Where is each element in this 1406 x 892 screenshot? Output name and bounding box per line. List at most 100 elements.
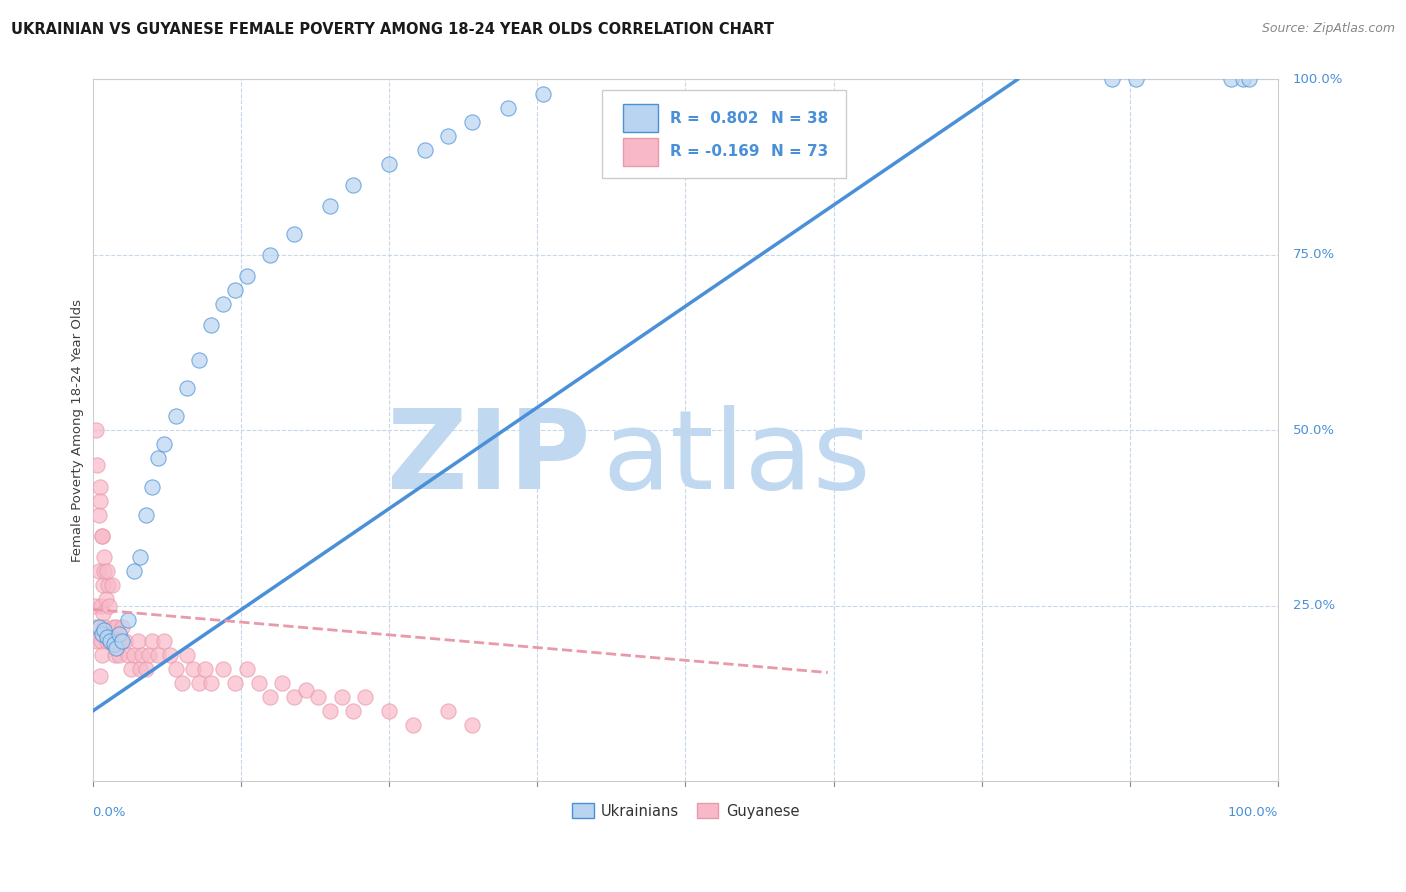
Point <box>330 690 353 705</box>
Point <box>103 634 125 648</box>
Point <box>86 634 108 648</box>
Point <box>96 631 118 645</box>
Point <box>96 634 118 648</box>
Point <box>176 648 198 662</box>
Point <box>108 634 131 648</box>
Point <box>89 479 111 493</box>
Text: atlas: atlas <box>602 405 870 512</box>
Y-axis label: Female Poverty Among 18-24 Year Olds: Female Poverty Among 18-24 Year Olds <box>72 299 84 562</box>
Text: R =  0.802: R = 0.802 <box>671 111 759 126</box>
Point <box>111 620 134 634</box>
Point <box>283 227 305 241</box>
Point <box>247 676 270 690</box>
Text: UKRAINIAN VS GUYANESE FEMALE POVERTY AMONG 18-24 YEAR OLDS CORRELATION CHART: UKRAINIAN VS GUYANESE FEMALE POVERTY AMO… <box>11 22 775 37</box>
Point <box>461 718 484 732</box>
Point <box>224 283 246 297</box>
Point <box>1125 72 1147 87</box>
Point <box>200 318 222 332</box>
Text: 25.0%: 25.0% <box>1292 599 1334 613</box>
Legend: Ukrainians, Guyanese: Ukrainians, Guyanese <box>565 797 806 824</box>
Point <box>188 353 211 368</box>
Point <box>1101 72 1123 87</box>
Point <box>87 508 110 522</box>
Point <box>283 690 305 705</box>
Point <box>94 591 117 606</box>
Point <box>93 549 115 564</box>
Point <box>531 87 554 101</box>
Point <box>91 578 114 592</box>
Bar <box>623 104 658 132</box>
Point <box>194 662 217 676</box>
Point <box>117 613 139 627</box>
Point <box>91 627 114 641</box>
Point <box>235 268 257 283</box>
Point <box>84 620 107 634</box>
Point <box>319 199 342 213</box>
Point <box>90 634 112 648</box>
Point <box>138 648 160 662</box>
Point <box>188 676 211 690</box>
Point <box>107 627 129 641</box>
Point <box>170 676 193 690</box>
Point <box>402 718 425 732</box>
Point <box>378 157 401 171</box>
Point <box>342 178 364 192</box>
Point <box>259 248 281 262</box>
Point <box>131 648 153 662</box>
Point <box>105 620 128 634</box>
Point <box>146 451 169 466</box>
Point <box>259 690 281 705</box>
Point <box>98 634 121 648</box>
Point <box>146 648 169 662</box>
Point <box>165 662 187 676</box>
Point <box>212 662 235 676</box>
Point <box>100 578 122 592</box>
Point <box>461 114 484 128</box>
Point <box>135 662 157 676</box>
Point <box>89 493 111 508</box>
Point <box>84 599 107 613</box>
Text: N = 73: N = 73 <box>770 145 828 160</box>
Point <box>1219 72 1241 87</box>
Point <box>295 683 318 698</box>
Point <box>89 669 111 683</box>
Point <box>496 101 519 115</box>
Point <box>342 704 364 718</box>
Point <box>91 529 114 543</box>
Point <box>114 634 136 648</box>
Point <box>122 648 145 662</box>
Text: 50.0%: 50.0% <box>1292 424 1334 437</box>
Point <box>152 437 174 451</box>
Point <box>103 637 125 651</box>
Point <box>104 648 127 662</box>
Point <box>1232 72 1254 87</box>
Point <box>129 662 152 676</box>
Point <box>107 648 129 662</box>
Text: 100.0%: 100.0% <box>1227 805 1278 819</box>
Point <box>354 690 377 705</box>
Point <box>91 606 114 620</box>
Text: N = 38: N = 38 <box>770 111 828 126</box>
Point <box>135 508 157 522</box>
Point <box>271 676 294 690</box>
Point <box>141 634 163 648</box>
Point <box>86 458 108 473</box>
Point <box>98 634 121 648</box>
Point <box>84 424 107 438</box>
Point <box>129 549 152 564</box>
Text: 0.0%: 0.0% <box>93 805 127 819</box>
Point <box>122 564 145 578</box>
Bar <box>623 137 658 166</box>
Point <box>97 578 120 592</box>
Point <box>159 648 181 662</box>
Point <box>413 143 436 157</box>
Point <box>87 620 110 634</box>
Point <box>141 479 163 493</box>
Point <box>107 634 129 648</box>
Point <box>319 704 342 718</box>
Point <box>91 648 114 662</box>
Point <box>90 599 112 613</box>
Point <box>127 634 149 648</box>
Point <box>117 648 139 662</box>
FancyBboxPatch shape <box>602 90 845 178</box>
